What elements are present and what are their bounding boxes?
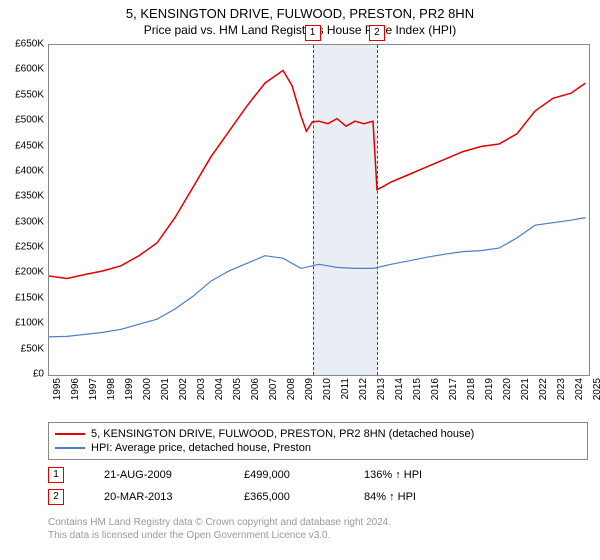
- x-tick-label: 2001: [160, 378, 171, 408]
- x-tick-label: 2002: [178, 378, 189, 408]
- x-tick-label: 2024: [574, 378, 585, 408]
- x-tick-label: 2004: [214, 378, 225, 408]
- tx-marker-2: 2: [48, 489, 64, 505]
- x-tick-label: 2010: [322, 378, 333, 408]
- tx-hpi: 136% ↑ HPI: [364, 469, 464, 481]
- y-tick-label: £600K: [4, 64, 44, 75]
- x-tick-label: 1995: [52, 378, 63, 408]
- chart-container: 5, KENSINGTON DRIVE, FULWOOD, PRESTON, P…: [0, 0, 600, 560]
- series-line-hpi: [49, 218, 585, 337]
- y-tick-label: £550K: [4, 89, 44, 100]
- x-tick-label: 2017: [448, 378, 459, 408]
- y-tick-label: £450K: [4, 140, 44, 151]
- x-tick-label: 2013: [376, 378, 387, 408]
- legend: 5, KENSINGTON DRIVE, FULWOOD, PRESTON, P…: [48, 422, 588, 460]
- y-tick-label: £350K: [4, 191, 44, 202]
- x-tick-label: 2008: [286, 378, 297, 408]
- x-tick-label: 2020: [502, 378, 513, 408]
- x-tick-label: 1997: [88, 378, 99, 408]
- x-tick-label: 2018: [466, 378, 477, 408]
- x-tick-label: 2025: [592, 378, 600, 408]
- y-tick-label: £300K: [4, 216, 44, 227]
- chart-title: 5, KENSINGTON DRIVE, FULWOOD, PRESTON, P…: [0, 0, 600, 21]
- tx-marker-box: 2: [369, 25, 385, 41]
- x-tick-label: 2007: [268, 378, 279, 408]
- x-tick-label: 2014: [394, 378, 405, 408]
- tx-marker-box: 1: [305, 25, 321, 41]
- chart-subtitle: Price paid vs. HM Land Registry's House …: [0, 21, 600, 41]
- y-tick-label: £650K: [4, 39, 44, 50]
- tx-marker-1: 1: [48, 467, 64, 483]
- x-tick-label: 2006: [250, 378, 261, 408]
- x-tick-label: 1996: [70, 378, 81, 408]
- x-tick-label: 2016: [430, 378, 441, 408]
- line-plot: [49, 45, 589, 375]
- x-tick-label: 2012: [358, 378, 369, 408]
- y-tick-label: £50K: [4, 343, 44, 354]
- x-tick-label: 1999: [124, 378, 135, 408]
- x-tick-label: 2003: [196, 378, 207, 408]
- y-tick-label: £200K: [4, 267, 44, 278]
- x-tick-label: 2005: [232, 378, 243, 408]
- footer-line1: Contains HM Land Registry data © Crown c…: [48, 516, 391, 529]
- y-tick-label: £0: [4, 369, 44, 380]
- series-line-price_paid: [49, 70, 585, 278]
- y-tick-label: £400K: [4, 165, 44, 176]
- legend-swatch-hpi: [55, 447, 85, 449]
- x-tick-label: 2019: [484, 378, 495, 408]
- y-tick-label: £100K: [4, 318, 44, 329]
- x-tick-label: 2011: [340, 378, 351, 408]
- x-tick-label: 2023: [556, 378, 567, 408]
- y-tick-label: £250K: [4, 242, 44, 253]
- tx-price: £365,000: [244, 491, 324, 503]
- transaction-table: 1 21-AUG-2009 £499,000 136% ↑ HPI 2 20-M…: [48, 464, 464, 508]
- table-row: 2 20-MAR-2013 £365,000 84% ↑ HPI: [48, 486, 464, 508]
- legend-swatch-price: [55, 433, 85, 435]
- x-tick-label: 2021: [520, 378, 531, 408]
- tx-hpi: 84% ↑ HPI: [364, 491, 464, 503]
- y-tick-label: £500K: [4, 115, 44, 126]
- x-tick-label: 2015: [412, 378, 423, 408]
- x-tick-label: 1998: [106, 378, 117, 408]
- plot-area: 12: [48, 44, 590, 376]
- legend-item-price: 5, KENSINGTON DRIVE, FULWOOD, PRESTON, P…: [55, 427, 581, 441]
- footer-line2: This data is licensed under the Open Gov…: [48, 529, 391, 542]
- tx-price: £499,000: [244, 469, 324, 481]
- tx-date: 20-MAR-2013: [104, 491, 204, 503]
- x-tick-label: 2000: [142, 378, 153, 408]
- legend-label-hpi: HPI: Average price, detached house, Pres…: [91, 442, 311, 454]
- table-row: 1 21-AUG-2009 £499,000 136% ↑ HPI: [48, 464, 464, 486]
- legend-item-hpi: HPI: Average price, detached house, Pres…: [55, 441, 581, 455]
- x-tick-label: 2022: [538, 378, 549, 408]
- tx-date: 21-AUG-2009: [104, 469, 204, 481]
- footer-attribution: Contains HM Land Registry data © Crown c…: [48, 516, 391, 542]
- y-tick-label: £150K: [4, 292, 44, 303]
- legend-label-price: 5, KENSINGTON DRIVE, FULWOOD, PRESTON, P…: [91, 428, 474, 440]
- x-tick-label: 2009: [304, 378, 315, 408]
